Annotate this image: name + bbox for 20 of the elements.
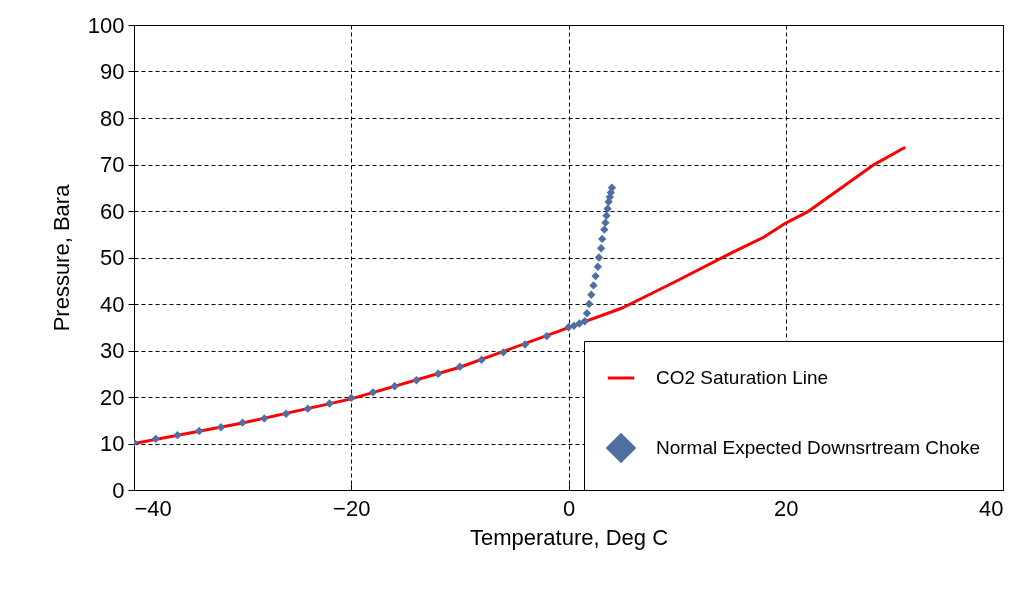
y-tick-label: 70 <box>100 152 125 177</box>
y-tick-label: 30 <box>100 338 125 363</box>
y-tick-label: 20 <box>100 384 125 410</box>
legend-label: CO2 Saturation Line <box>656 367 829 388</box>
y-tick-label: 100 <box>87 12 125 38</box>
y-tick-label: 80 <box>100 105 125 131</box>
y-axis-title: Pressure, Bara <box>48 183 74 332</box>
x-tick-label: −20 <box>333 495 371 521</box>
y-tick-label: 60 <box>100 198 125 224</box>
x-tick-label: 0 <box>562 495 576 521</box>
x-tick-label: 20 <box>774 495 799 521</box>
y-tick-label: 0 <box>112 477 125 503</box>
y-tick-label: 90 <box>100 59 125 84</box>
legend-label: Normal Expected Downsrtream Choke <box>656 437 981 458</box>
y-tick-label: 50 <box>100 245 125 270</box>
x-axis-title: Temperature, Deg C <box>469 524 669 550</box>
x-tick-label: −40 <box>134 495 172 521</box>
y-tick-label: 40 <box>100 291 125 317</box>
y-tick-label: 10 <box>100 431 125 456</box>
x-tick-label: 40 <box>979 495 1004 521</box>
